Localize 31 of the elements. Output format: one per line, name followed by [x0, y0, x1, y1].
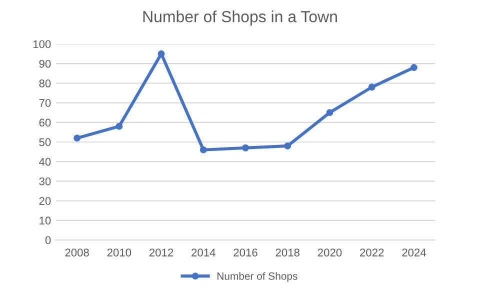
y-tick-label: 10 — [40, 216, 51, 225]
y-tick-label: 20 — [39, 197, 51, 205]
legend-label: Number of Shops — [218, 272, 298, 282]
point — [368, 84, 376, 91]
y-tick-label: 60 — [39, 118, 51, 127]
y-tick-label: 0 — [45, 236, 51, 244]
y-tick-label: 80 — [39, 79, 51, 88]
x-tick-label: 2024 — [402, 248, 426, 256]
x-tick-label: 2022 — [360, 248, 384, 256]
point — [410, 64, 418, 71]
point — [284, 142, 292, 150]
y-tick-label: 90 — [39, 60, 51, 68]
x-tick-label: 2012 — [149, 248, 174, 256]
x-tick-label: 2016 — [234, 248, 258, 256]
y-tick-label: 40 — [39, 158, 51, 166]
x-tick-label: 2018 — [276, 248, 300, 256]
y-tick-label: 30 — [39, 177, 51, 186]
point — [200, 146, 207, 154]
x-tick-label: 2014 — [192, 248, 216, 256]
point — [326, 109, 334, 116]
y-tick-label: 50 — [39, 138, 51, 146]
point — [158, 50, 165, 58]
x-tick-label: 2020 — [318, 248, 342, 256]
point — [116, 122, 123, 130]
x-tick-label: 2008 — [65, 248, 89, 256]
chart-title: Number of Shops in a Town — [143, 10, 337, 26]
x-tick-label: 2010 — [107, 248, 132, 256]
point — [74, 134, 81, 142]
y-tick-label: 100 — [33, 40, 51, 48]
y-tick-label: 70 — [39, 99, 51, 107]
point — [242, 144, 249, 152]
